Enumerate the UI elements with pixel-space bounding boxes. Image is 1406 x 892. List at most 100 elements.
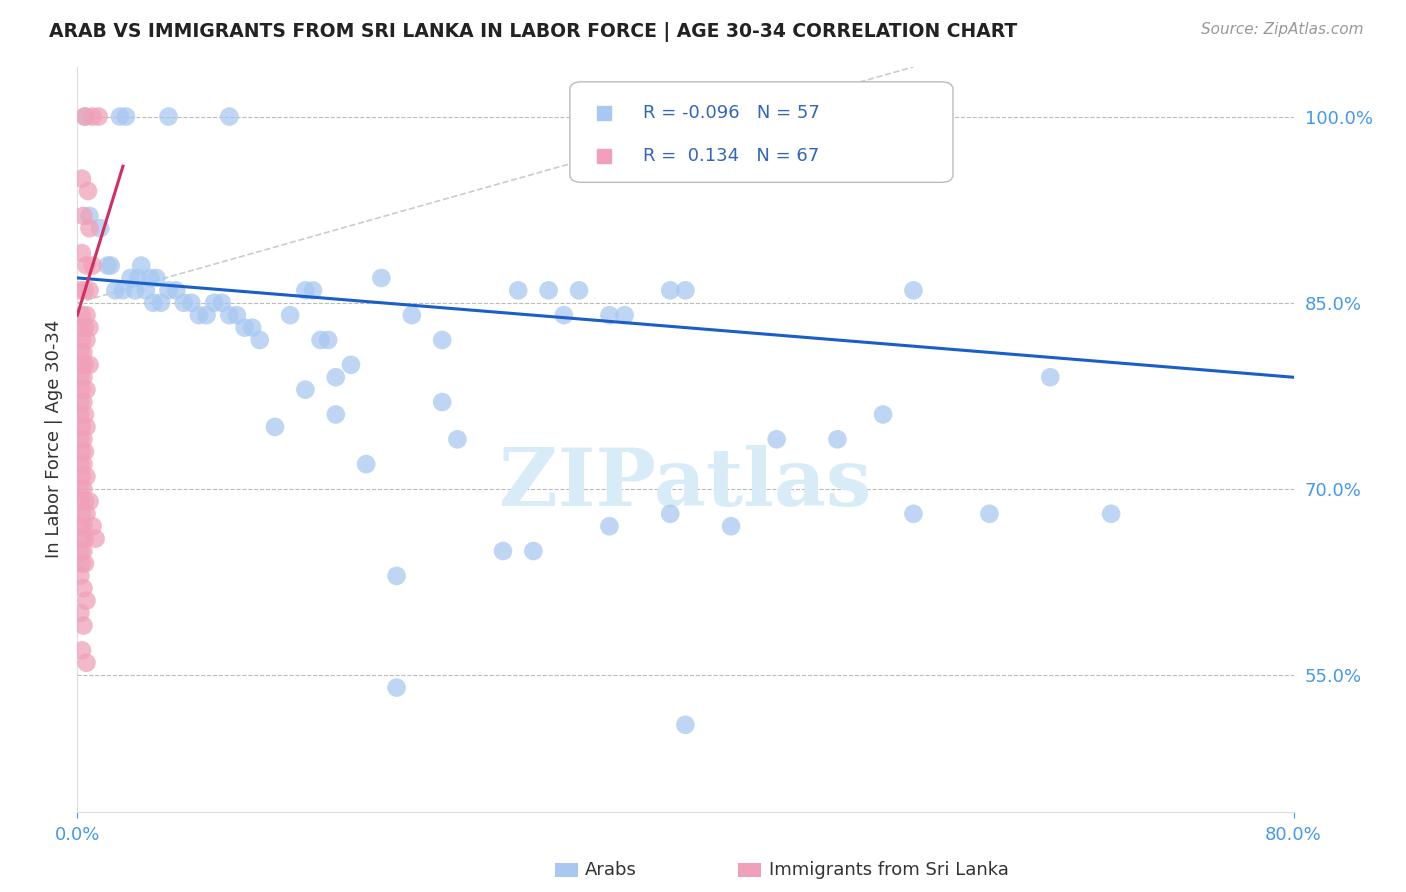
Point [69,544,91,558]
Point [70,333,93,347]
Point [73,110,96,124]
Point [111,284,134,298]
Point [73,557,96,571]
Point [598,308,620,322]
Point [75,593,97,607]
Point [70,246,93,260]
Point [195,308,218,322]
Point [72,395,94,409]
Point [72,482,94,496]
Point [82,110,104,124]
Point [73,408,96,422]
Point [72,345,94,359]
Point [325,370,347,384]
Point [70,358,93,372]
Point [97,259,120,273]
Point [73,358,96,372]
Point [537,284,560,298]
Point [72,544,94,558]
Point [720,519,742,533]
Point [979,507,1001,521]
Point [765,432,787,446]
Point [309,333,332,347]
Point [79,284,101,298]
Point [75,656,97,670]
Y-axis label: In Labor Force | Age 30-34: In Labor Force | Age 30-34 [45,320,63,558]
Point [70,557,93,571]
Point [73,320,96,334]
Point [69,320,91,334]
Point [218,110,240,124]
Point [173,295,195,310]
Point [553,308,575,322]
Point [104,284,127,298]
Point [73,494,96,508]
Point [75,383,97,397]
Point [124,284,146,298]
Text: Immigrants from Sri Lanka: Immigrants from Sri Lanka [769,861,1010,879]
Text: Source: ZipAtlas.com: Source: ZipAtlas.com [1201,22,1364,37]
Point [354,457,377,471]
Point [77,184,100,198]
Point [827,432,849,446]
Point [302,284,325,298]
Text: Arabs: Arabs [585,861,637,879]
Point [100,259,122,273]
Point [69,432,91,446]
Point [613,308,636,322]
Point [82,519,104,533]
Point [69,395,91,409]
Point [75,333,97,347]
Point [149,295,172,310]
Point [659,284,682,298]
Point [73,444,96,458]
Point [79,494,101,508]
Point [675,718,697,732]
Point [294,383,316,397]
Point [72,519,94,533]
Point [89,221,111,235]
Point [72,618,94,632]
Text: R =  0.134   N = 67: R = 0.134 N = 67 [643,147,820,165]
Point [135,284,157,298]
Point [598,519,620,533]
Point [903,284,925,298]
Point [249,333,271,347]
Point [211,295,233,310]
Point [75,308,97,322]
Point [70,420,93,434]
Point [72,370,94,384]
Point [872,408,894,422]
Point [75,469,97,483]
Point [218,308,240,322]
Point [157,284,180,298]
Point [69,370,91,384]
Point [446,432,468,446]
Point [127,271,149,285]
Point [316,333,339,347]
FancyBboxPatch shape [569,82,953,182]
Point [69,408,91,422]
Point [69,284,91,298]
Point [129,259,152,273]
Point [69,494,91,508]
Point [659,507,682,521]
Point [139,271,162,285]
Point [108,110,131,124]
Point [240,320,263,334]
Point [432,395,454,409]
Point [145,271,167,285]
Point [70,308,93,322]
Point [142,295,165,310]
Point [385,681,408,695]
Point [264,420,287,434]
Point [73,284,96,298]
Point [69,457,91,471]
Point [325,408,347,422]
Point [202,295,225,310]
Point [903,507,925,521]
Point [675,284,697,298]
Point [69,519,91,533]
Point [79,209,101,223]
Point [180,295,202,310]
